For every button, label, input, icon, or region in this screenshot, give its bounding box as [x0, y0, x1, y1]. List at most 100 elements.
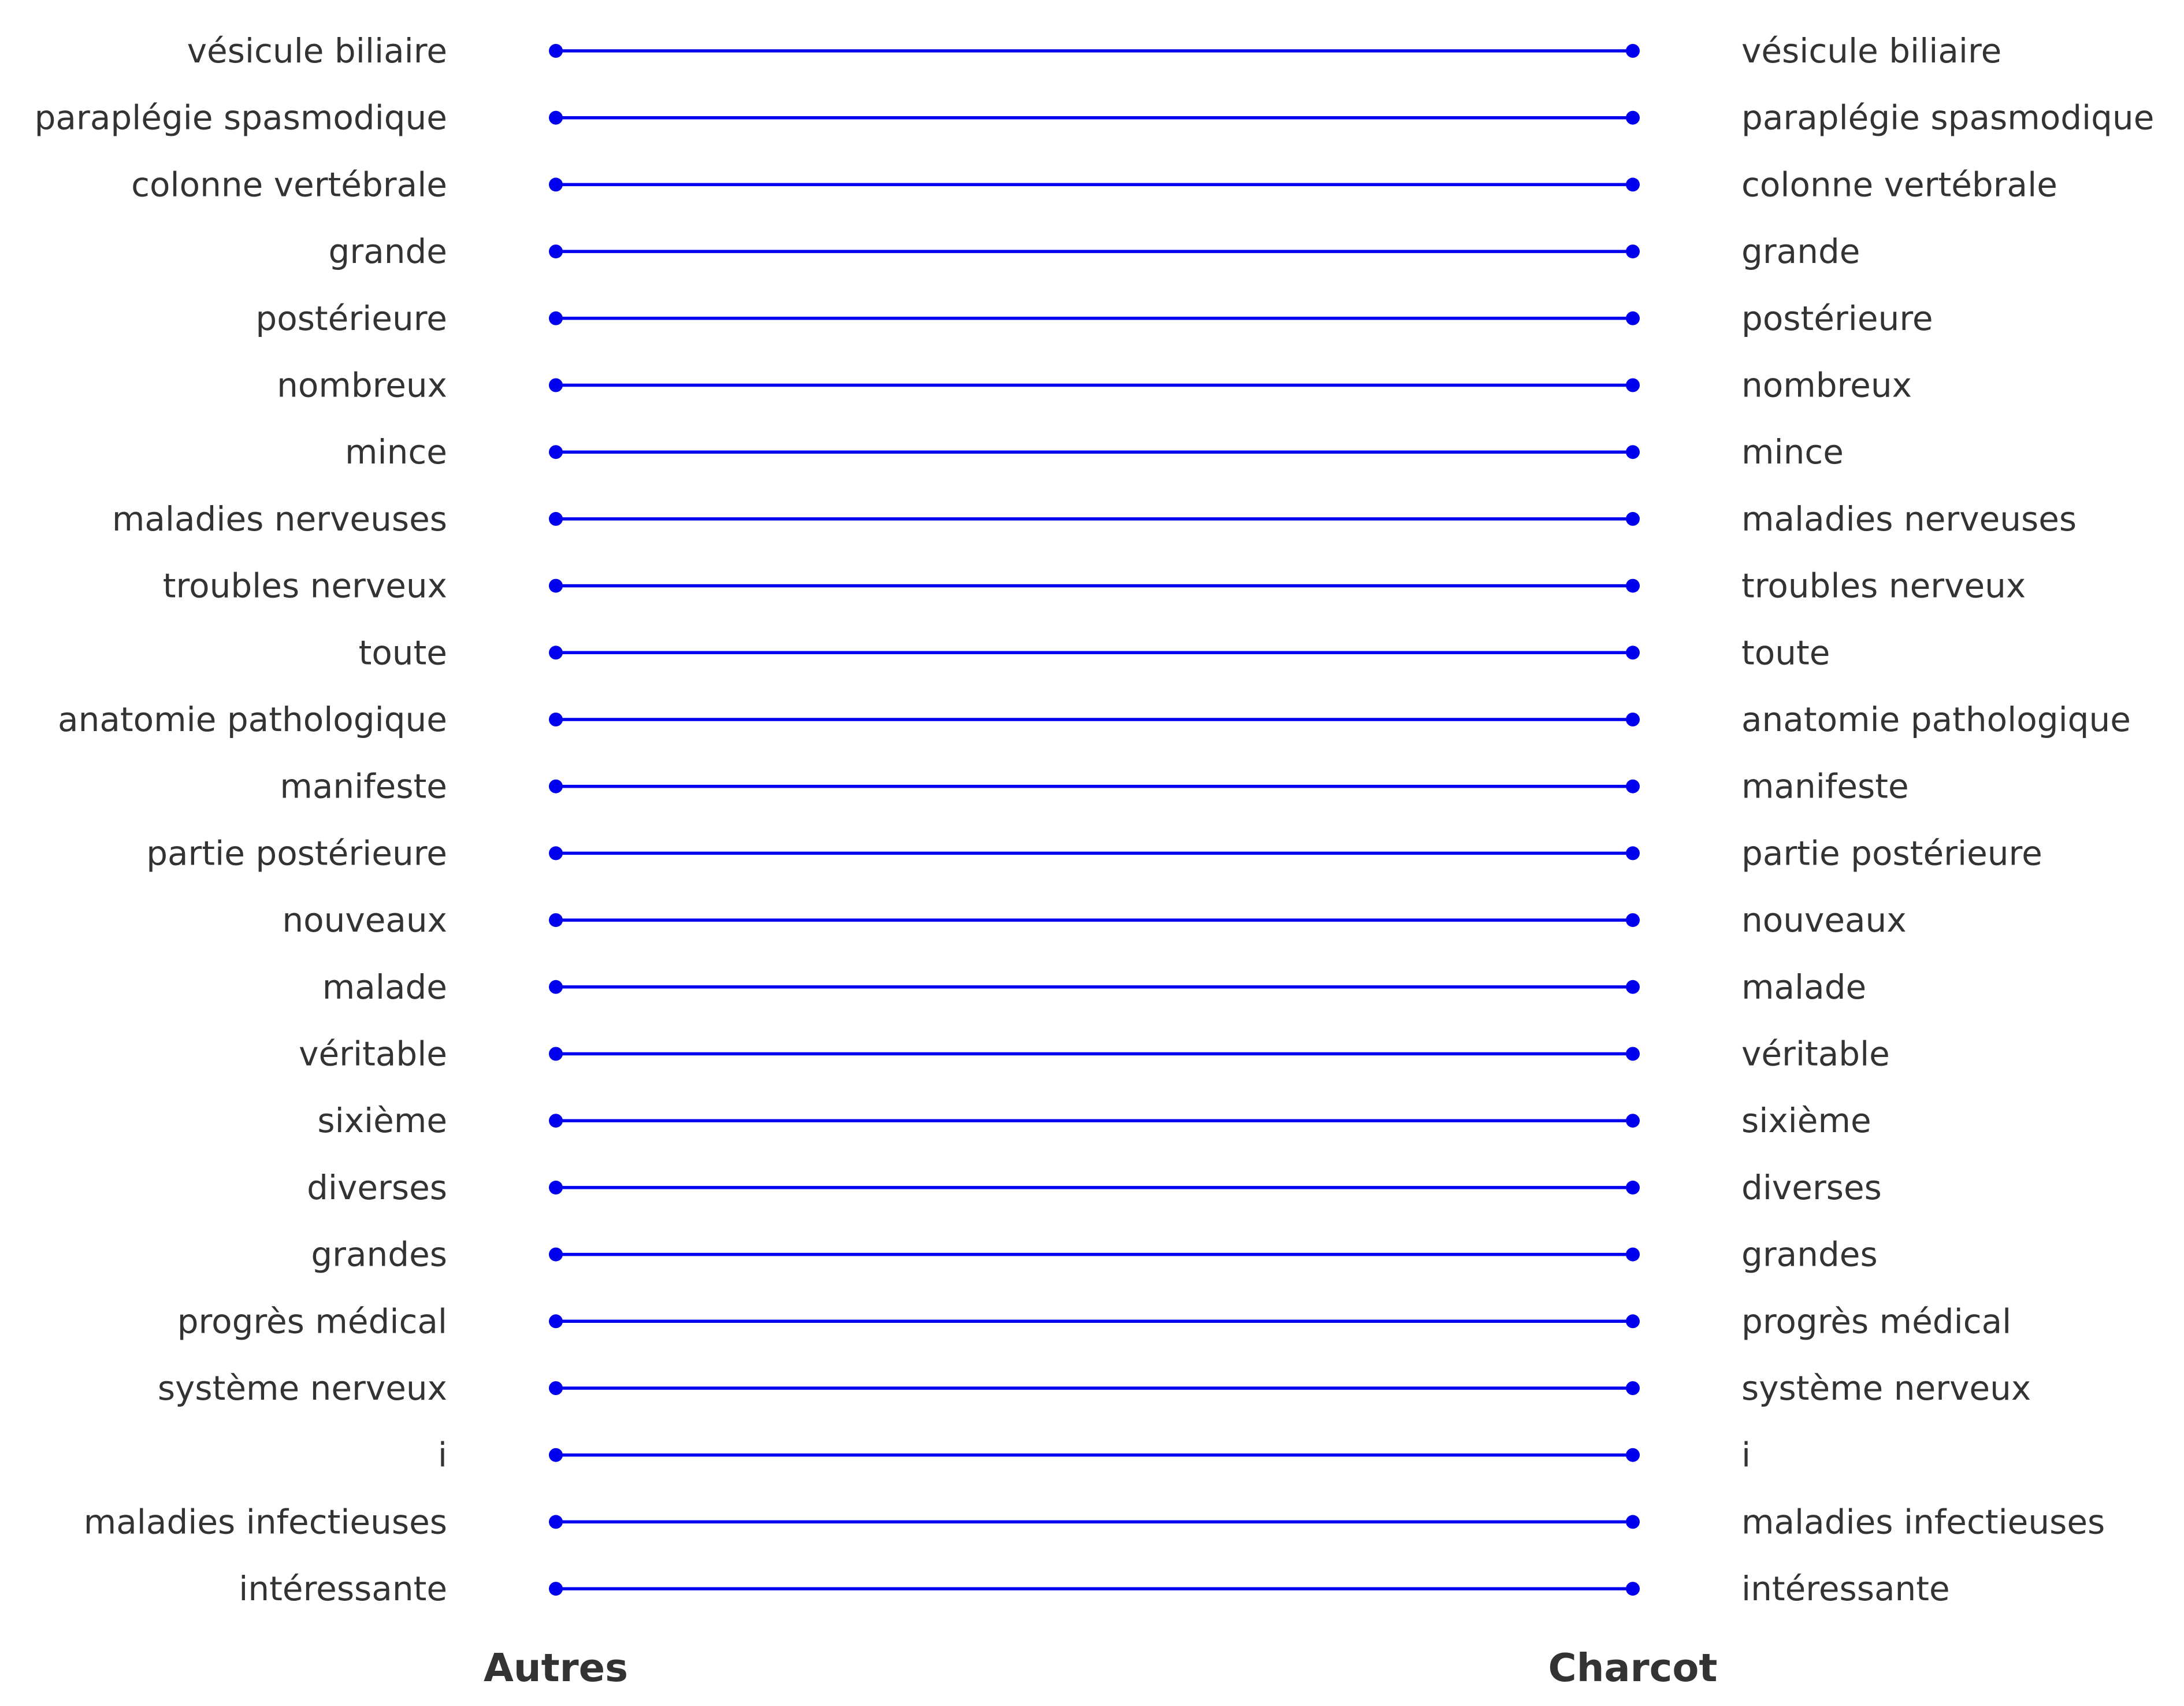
right-dot [1626, 244, 1640, 259]
left-term-label: vésicule biliaire [187, 31, 447, 71]
left-dot [549, 913, 563, 928]
left-term-label: progrès médical [177, 1301, 447, 1341]
right-dot [1626, 846, 1640, 861]
right-dot [1626, 1247, 1640, 1262]
left-dot [549, 1180, 563, 1195]
right-dot [1626, 1381, 1640, 1395]
column-label-charcot: Charcot [1548, 1645, 1718, 1690]
right-dot [1626, 646, 1640, 660]
left-dot [549, 311, 563, 325]
left-dot [549, 177, 563, 192]
right-dot [1626, 1314, 1640, 1329]
left-dot [549, 1582, 563, 1596]
left-term-label: manifeste [280, 767, 447, 806]
right-term-label: partie postérieure [1741, 833, 2042, 873]
left-dot [549, 1114, 563, 1128]
right-dot [1626, 578, 1640, 593]
left-dot [549, 1381, 563, 1395]
left-dot [549, 110, 563, 125]
right-dot [1626, 177, 1640, 192]
left-dot [549, 511, 563, 526]
right-dot [1626, 378, 1640, 392]
rank-dots [549, 44, 1640, 1596]
right-term-label: colonne vertébrale [1741, 165, 2057, 204]
column-labels: Autres Charcot [484, 1645, 1717, 1690]
right-dot [1626, 913, 1640, 928]
right-dot [1626, 713, 1640, 726]
right-term-label: toute [1741, 633, 1830, 672]
left-term-label: maladies infectieuses [84, 1502, 447, 1541]
left-term-label: grande [329, 232, 447, 271]
left-term-label: nombreux [277, 366, 447, 405]
left-dot [549, 1314, 563, 1329]
left-term-label: paraplégie spasmodique [35, 98, 447, 138]
left-dot [549, 1047, 563, 1061]
left-term-label: postérieure [255, 299, 447, 338]
right-term-label: i [1741, 1436, 1751, 1475]
left-term-label: toute [359, 633, 447, 672]
left-dot [549, 1247, 563, 1262]
left-dot [549, 378, 563, 392]
left-dot [549, 980, 563, 994]
left-dot [549, 779, 563, 793]
left-term-label: mince [345, 432, 447, 472]
right-term-label: paraplégie spasmodique [1741, 98, 2154, 138]
right-dot [1626, 445, 1640, 459]
left-term-label: i [438, 1436, 447, 1475]
right-term-label: nombreux [1741, 366, 1912, 405]
left-term-label: colonne vertébrale [131, 165, 447, 204]
left-term-label: système nerveux [158, 1368, 447, 1408]
right-dot [1626, 1448, 1640, 1462]
right-dot [1626, 110, 1640, 125]
right-dot [1626, 779, 1640, 793]
right-term-label: véritable [1741, 1034, 1890, 1074]
left-dot [549, 713, 563, 726]
left-term-label: malade [322, 967, 447, 1007]
left-term-label: troubles nerveux [163, 566, 447, 606]
left-dot [549, 1515, 563, 1529]
left-dot [549, 578, 563, 593]
right-dot [1626, 1114, 1640, 1128]
right-term-label: maladies nerveuses [1741, 499, 2077, 539]
right-term-label: progrès médical [1741, 1301, 2011, 1341]
right-term-label: malade [1741, 967, 1866, 1007]
right-term-label: troubles nerveux [1741, 566, 2026, 606]
left-term-label: sixième [317, 1101, 447, 1140]
right-dot [1626, 44, 1640, 58]
left-dot [549, 445, 563, 459]
left-dot [549, 646, 563, 660]
right-term-label: système nerveux [1741, 1368, 2031, 1408]
right-term-label: manifeste [1741, 767, 1909, 806]
right-term-label: postérieure [1741, 299, 1933, 338]
left-term-label: anatomie pathologique [58, 700, 447, 739]
right-term-label: intéressante [1741, 1569, 1950, 1608]
column-label-autres: Autres [484, 1645, 628, 1690]
left-dot [549, 846, 563, 861]
right-term-label: maladies infectieuses [1741, 1502, 2105, 1541]
right-dot [1626, 1180, 1640, 1195]
right-term-label: anatomie pathologique [1741, 700, 2131, 739]
right-term-label: vésicule biliaire [1741, 31, 2001, 71]
left-labels: vésicule biliaire paraplégie spasmodique c… [35, 31, 447, 1608]
right-term-label: nouveaux [1741, 900, 1907, 940]
left-dot [549, 1448, 563, 1462]
left-term-label: nouveaux [282, 900, 447, 940]
right-term-label: mince [1741, 432, 1844, 472]
left-term-label: véritable [299, 1034, 447, 1074]
right-term-label: grandes [1741, 1235, 1878, 1274]
right-term-label: grande [1741, 232, 1860, 271]
left-term-label: grandes [311, 1235, 447, 1274]
right-dot [1626, 1515, 1640, 1529]
connector-lines [556, 49, 1633, 1590]
right-term-label: diverses [1741, 1168, 1882, 1207]
left-dot [549, 44, 563, 58]
right-dot [1626, 1582, 1640, 1596]
left-term-label: intéressante [239, 1569, 447, 1608]
right-dot [1626, 311, 1640, 325]
left-term-label: partie postérieure [146, 833, 447, 873]
left-dot [549, 244, 563, 259]
left-term-label: maladies nerveuses [112, 499, 447, 539]
left-term-label: diverses [307, 1168, 447, 1207]
